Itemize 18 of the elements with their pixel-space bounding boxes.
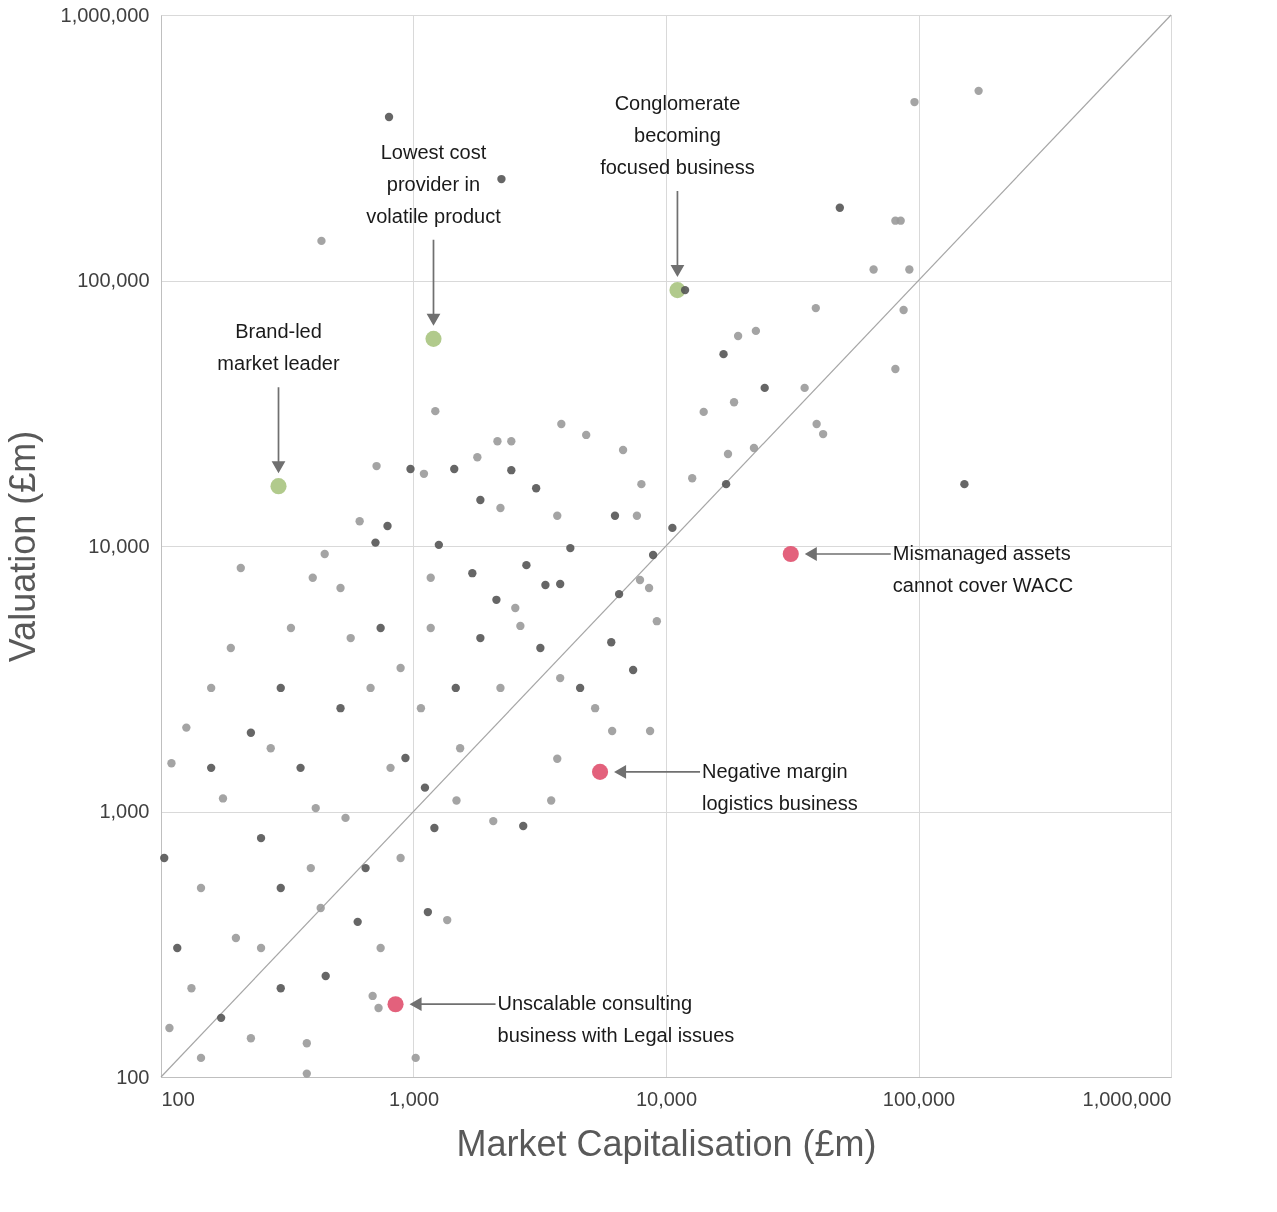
y-tick-label: 1,000 <box>99 800 150 822</box>
annotation: Unscalable consulting business with Legal issues <box>497 992 735 1047</box>
x-tick-label: 100 <box>161 1087 195 1110</box>
annotation: Negative margin logistics business <box>702 759 858 814</box>
annotation: Conglomerate becoming focused business <box>600 92 755 179</box>
x-tick-label: 1,000,000 <box>1082 1087 1172 1110</box>
y-tick-label: 100,000 <box>77 269 150 291</box>
x-tick-label: 1,000 <box>388 1087 440 1110</box>
x-tick-label: 100,000 <box>882 1087 956 1110</box>
annotation: Brand-led market leader <box>217 320 340 375</box>
y-tick-label: 1,000,000 <box>60 3 150 26</box>
y-axis-title: Valuation (£m) <box>1 430 43 663</box>
x-axis-title: Market Capitalisation (£m) <box>456 1122 877 1164</box>
annotation: Mismanaged assets cannot cover WACC <box>892 542 1074 596</box>
x-tick-label: 10,000 <box>635 1087 698 1110</box>
annotation: Lowest cost provider in volatile product <box>366 140 502 227</box>
y-tick-label: 100 <box>116 1065 150 1088</box>
y-tick-label: 10,000 <box>88 534 150 557</box>
